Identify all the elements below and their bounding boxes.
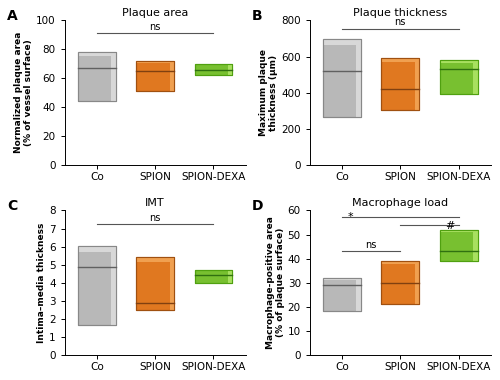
Text: A: A [7, 9, 18, 23]
Bar [440, 230, 478, 261]
Bar [194, 64, 232, 75]
Bar [382, 261, 419, 304]
Bar [414, 261, 419, 304]
Y-axis label: Maximum plaque
thickness (μm): Maximum plaque thickness (μm) [259, 49, 278, 136]
Bar [136, 61, 174, 91]
Bar [228, 270, 232, 283]
Bar [440, 60, 478, 93]
Bar [382, 59, 419, 110]
Bar [323, 278, 361, 280]
Bar [323, 38, 361, 117]
Text: *: * [348, 212, 354, 222]
Bar [111, 245, 116, 325]
Bar [228, 64, 232, 75]
Bar [78, 245, 116, 325]
Bar [194, 64, 232, 75]
Bar [382, 261, 419, 304]
Bar [194, 270, 232, 271]
Bar [323, 38, 361, 117]
Text: C: C [7, 199, 17, 213]
Bar [473, 60, 478, 93]
Bar [111, 52, 116, 101]
Bar [382, 261, 419, 264]
Bar [170, 61, 174, 91]
Bar [136, 257, 174, 310]
Text: ns: ns [394, 17, 406, 27]
Text: ns: ns [150, 22, 161, 32]
Bar [382, 59, 419, 62]
Bar [136, 257, 174, 261]
Bar [194, 270, 232, 283]
Bar [382, 59, 419, 110]
Text: ns: ns [150, 213, 161, 223]
Bar [194, 64, 232, 65]
Bar [136, 257, 174, 310]
Bar [78, 52, 116, 101]
Bar [78, 245, 116, 252]
Text: ns: ns [366, 240, 377, 250]
Bar [170, 257, 174, 310]
Text: D: D [252, 199, 264, 213]
Bar [356, 278, 361, 312]
Bar [78, 245, 116, 325]
Bar [440, 230, 478, 232]
Bar [194, 270, 232, 283]
Bar [440, 60, 478, 93]
Bar [78, 52, 116, 101]
Bar [414, 59, 419, 110]
Bar [136, 61, 174, 63]
Bar [440, 230, 478, 261]
Bar [78, 52, 116, 56]
Title: Plaque area: Plaque area [122, 8, 188, 18]
Y-axis label: Intima–media thickness: Intima–media thickness [38, 222, 46, 343]
Title: Macrophage load: Macrophage load [352, 198, 448, 208]
Bar [323, 278, 361, 312]
Y-axis label: Normalized plaque area
(% of vessel surface): Normalized plaque area (% of vessel surf… [14, 32, 34, 153]
Text: #: # [445, 221, 454, 231]
Bar [440, 60, 478, 63]
Text: B: B [252, 9, 262, 23]
Bar [323, 38, 361, 45]
Title: IMT: IMT [146, 198, 165, 208]
Bar [473, 230, 478, 261]
Y-axis label: Macrophage-positive area
(% of plaque surface): Macrophage-positive area (% of plaque su… [266, 216, 285, 349]
Bar [356, 38, 361, 117]
Bar [323, 278, 361, 312]
Bar [136, 61, 174, 91]
Title: Plaque thickness: Plaque thickness [353, 8, 448, 18]
